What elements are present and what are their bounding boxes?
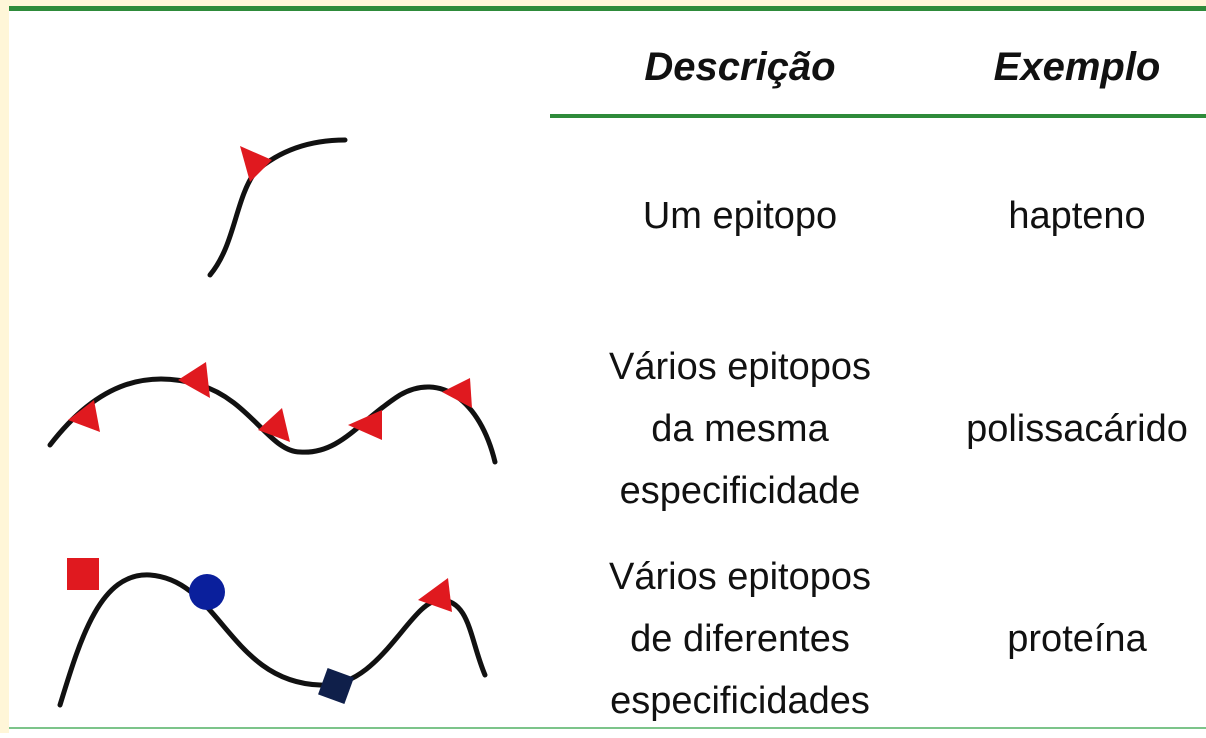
description-line: especificidade [620, 470, 861, 512]
antigen-hapten [207, 137, 348, 278]
top-margin [9, 0, 1206, 6]
header-rule [550, 114, 1206, 118]
antigen-polysaccharide [47, 362, 498, 465]
column-header: Descrição [644, 45, 835, 89]
example: proteína [1007, 618, 1147, 660]
description-line: Vários epitopos [609, 346, 871, 388]
antigen-protein [57, 558, 488, 708]
description-line: Um epitopo [643, 195, 837, 237]
bottom-rule [9, 727, 1206, 729]
column-header: Exemplo [994, 45, 1161, 89]
description-line: de diferentes [630, 618, 850, 660]
example: hapteno [1008, 195, 1145, 237]
description-line: Vários epitopos [609, 556, 871, 598]
top-rule [9, 6, 1206, 11]
description-line: da mesma [651, 408, 829, 450]
left-margin [0, 0, 9, 733]
example: polissacárido [966, 408, 1188, 450]
description-line: especificidades [610, 680, 870, 722]
